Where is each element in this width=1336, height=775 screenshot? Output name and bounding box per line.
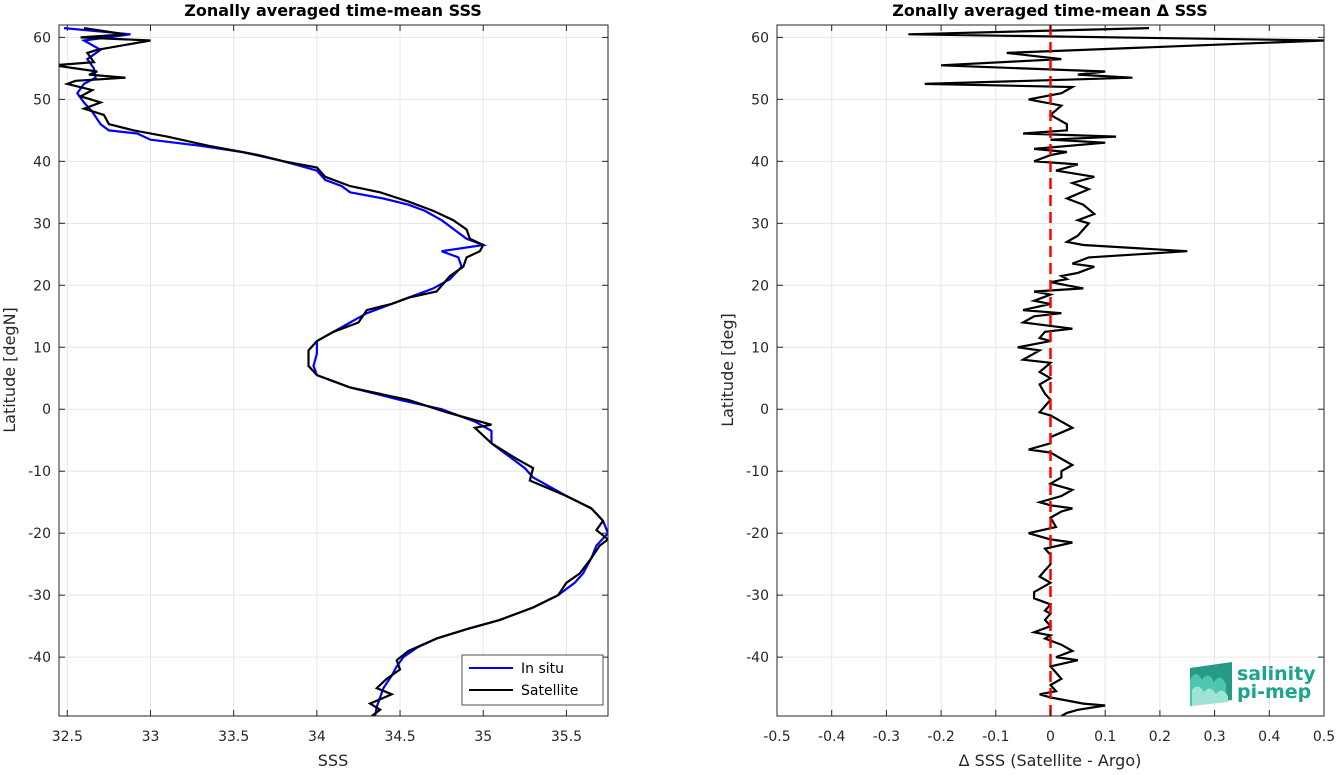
sss-y-tick-label: -30 (28, 588, 51, 604)
delta-y-tick-label: 0 (760, 402, 769, 418)
sss-grid (59, 25, 608, 716)
delta-ticks: -0.5 -0.4 -0.3 -0.2 -0.1 0 0.1 0.2 0.3 0.4 0.5 -40 -… (746, 25, 1335, 745)
sss-ticks: 32.5 33 33.5 34 34.5 35 35.5 -40 -30 -20 -10 0 10 20 3… (28, 25, 608, 745)
delta-y-tick-label: 40 (751, 154, 769, 170)
sss-y-tick-label: 40 (33, 154, 51, 170)
sss-y-axis-label: Latitude [degN] (0, 307, 19, 433)
sss-y-tick-label: 60 (33, 30, 51, 46)
sss-y-tick-label: 30 (33, 216, 51, 232)
delta-x-tick-label: 0.5 (1313, 729, 1335, 745)
sss-x-tick-label: 34 (308, 729, 326, 745)
delta-y-tick-label: 30 (751, 216, 769, 232)
logo-text-salinity: salinity (1237, 663, 1316, 685)
delta-chart-title: Zonally averaged time-mean Δ SSS (892, 1, 1208, 20)
delta-x-axis-label: Δ SSS (Satellite - Argo) (959, 751, 1142, 770)
delta-x-tick-label: 0.1 (1094, 729, 1116, 745)
delta-x-tick-label: -0.2 (927, 729, 954, 745)
delta-x-tick-label: 0 (1046, 729, 1055, 745)
sss-x-tick-label: 33.5 (218, 729, 249, 745)
sss-x-tick-label: 35.5 (551, 729, 582, 745)
sss-x-axis-label: SSS (318, 751, 348, 770)
sss-x-tick-label: 32.5 (52, 729, 83, 745)
delta-x-tick-label: -0.3 (873, 729, 900, 745)
delta-x-tick-label: -0.1 (982, 729, 1009, 745)
delta-plot-area (908, 25, 1324, 716)
delta-x-tick-label: -0.4 (818, 729, 845, 745)
delta-y-tick-label: -40 (746, 650, 769, 666)
delta-y-tick-label: 20 (751, 278, 769, 294)
salinity-pi-mep-logo: salinity pi-mep (1190, 662, 1316, 706)
delta-sss-panel: -0.5 -0.4 -0.3 -0.2 -0.1 0 0.1 0.2 0.3 0.4 0.5 -40 -… (718, 1, 1335, 770)
sss-y-tick-label: 0 (42, 402, 51, 418)
delta-x-tick-label: 0.2 (1149, 729, 1171, 745)
legend: In situ Satellite (461, 654, 604, 706)
sss-x-tick-label: 34.5 (384, 729, 415, 745)
sss-plot-area (59, 27, 608, 716)
sss-series-line-satellite (59, 27, 608, 716)
sss-axes-box (58, 24, 609, 717)
sss-y-tick-label: -10 (28, 464, 51, 480)
sss-y-tick-label: 20 (33, 278, 51, 294)
delta-y-tick-label: 50 (751, 92, 769, 108)
sss-x-tick-label: 35 (474, 729, 492, 745)
delta-y-tick-label: -20 (746, 526, 769, 542)
legend-satellite-label: Satellite (521, 683, 578, 699)
delta-y-tick-label: -10 (746, 464, 769, 480)
sss-y-tick-label: 50 (33, 92, 51, 108)
sss-chart-title: Zonally averaged time-mean SSS (184, 1, 482, 20)
delta-y-axis-label: Latitude [deg] (718, 313, 737, 427)
delta-y-tick-label: 10 (751, 340, 769, 356)
sss-y-tick-label: -40 (28, 650, 51, 666)
sss-x-tick-label: 33 (142, 729, 160, 745)
logo-mark-icon (1190, 662, 1232, 706)
sss-axes-background (59, 25, 608, 716)
delta-x-tick-label: 0.4 (1258, 729, 1280, 745)
sss-y-tick-label: 10 (33, 340, 51, 356)
logo-text-pi-mep: pi-mep (1237, 681, 1311, 703)
legend-box (461, 654, 604, 706)
delta-series-line-delta (908, 27, 1324, 716)
sss-panel: 32.5 33 33.5 34 34.5 35 35.5 -40 -30 -20 -10 0 10 20 3… (0, 1, 609, 770)
sss-y-tick-label: -20 (28, 526, 51, 542)
delta-x-tick-label: -0.5 (763, 729, 790, 745)
delta-y-tick-label: 60 (751, 30, 769, 46)
legend-in-situ-label: In situ (521, 661, 564, 677)
delta-x-tick-label: 0.3 (1203, 729, 1225, 745)
delta-y-tick-label: -30 (746, 588, 769, 604)
